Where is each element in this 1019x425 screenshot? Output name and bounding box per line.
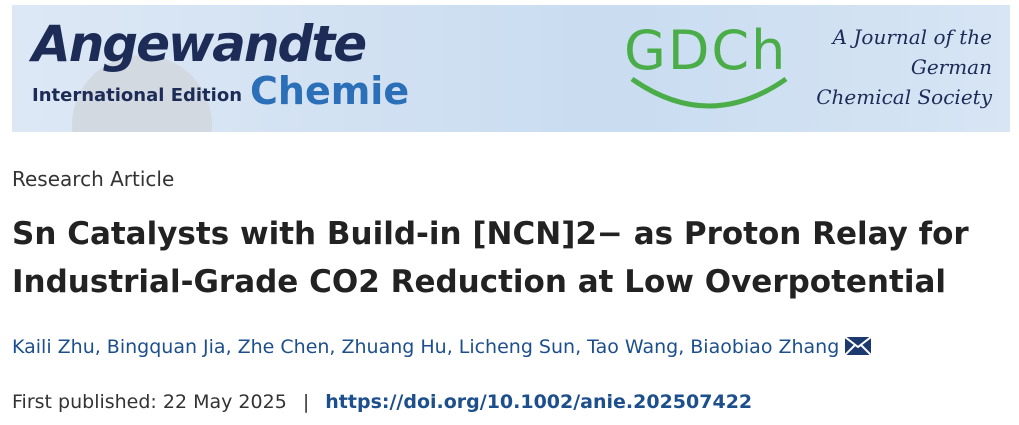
author[interactable]: Tao Wang, [587,336,685,358]
author[interactable]: Zhe Chen, [237,336,336,358]
article-type: Research Article [12,167,175,191]
author[interactable]: Licheng Sun, [458,336,582,358]
society-text: Chemical Society [816,85,992,109]
edition: International Edition [32,85,243,106]
published-date: 22 May 2025 [162,391,287,413]
journal-banner: Angewandte International Edition Chemie … [12,5,1010,132]
society-text: German [910,55,992,79]
journal-subname: Chemie [250,69,410,113]
author[interactable]: Kaili Zhu, [12,336,101,358]
society-logo: GDCh [624,19,788,82]
email-icon[interactable] [844,336,872,356]
title: Sn Catalysts with Build-in [NCN]2− as Pr… [12,216,969,252]
publication-line: First published: 22 May 2025 | https://d… [12,391,752,413]
author[interactable]: Biaobiao Zhang [690,336,840,358]
journal-name: Angewandte [32,15,367,73]
society-text: A Journal of the [832,25,992,49]
separator: | [302,391,310,413]
author[interactable]: Zhuang Hu, [341,336,453,358]
doi-link[interactable]: https://doi.org/10.1002/anie.202507422 [325,391,753,413]
title: Industrial-Grade CO2 Reduction at Low Ov… [12,264,946,300]
author[interactable]: Bingquan Jia, [106,336,232,358]
authors: Kaili Zhu, Bingquan Jia, Zhe Chen, Zhuang H… [12,336,872,358]
published-label: First published: [12,391,157,413]
logo-arc [630,76,788,109]
